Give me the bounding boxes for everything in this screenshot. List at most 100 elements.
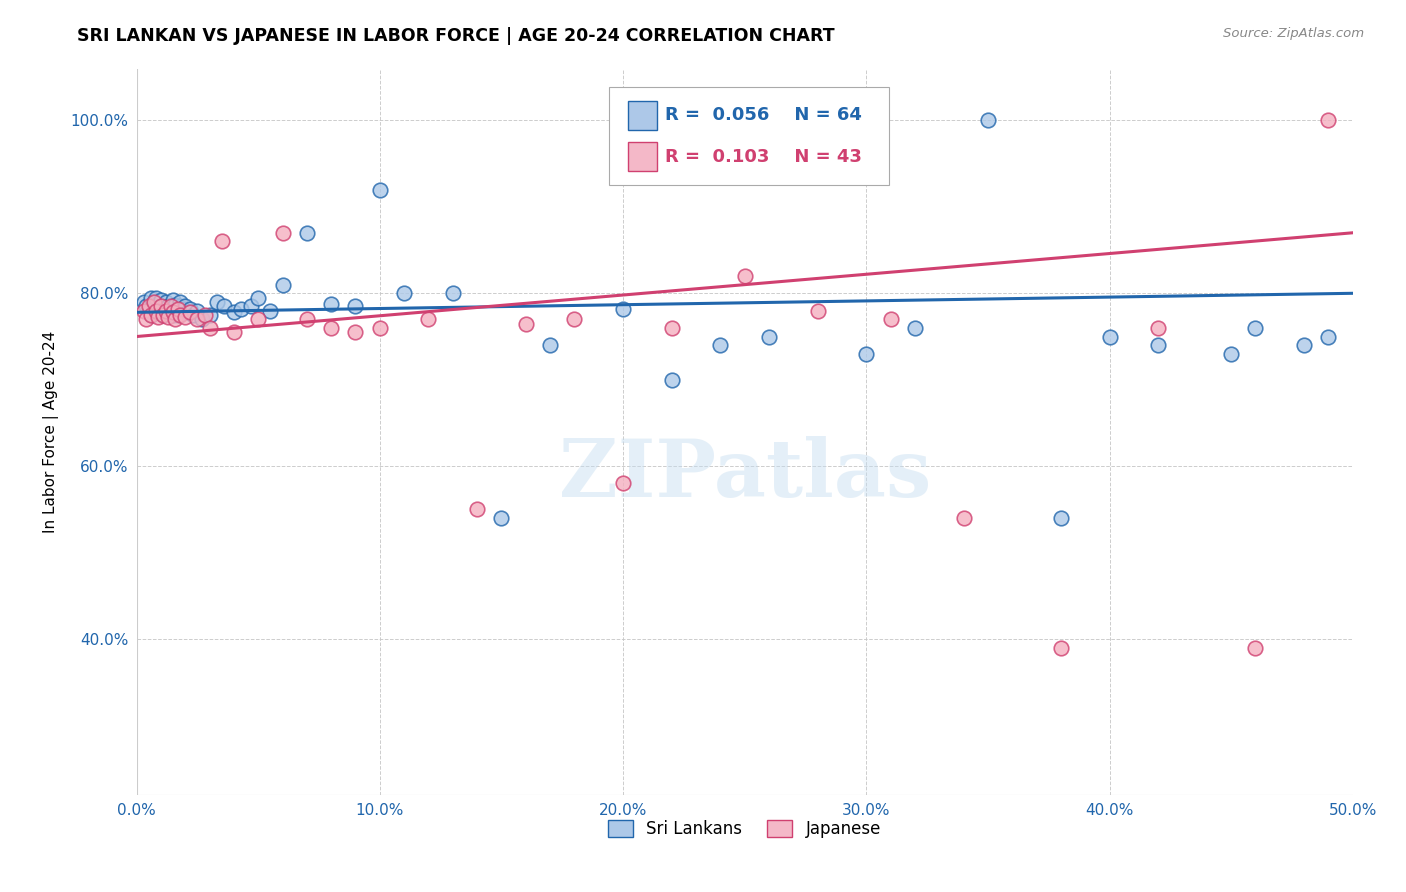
Point (169, 308, 191, 322)
Point (295, 312, 318, 326)
Point (135, 299, 157, 313)
Point (145, 291, 167, 305)
Point (179, 301, 201, 316)
Point (661, 321, 683, 335)
Point (148, 301, 170, 315)
Point (709, 338, 731, 352)
Point (142, 294, 165, 309)
Point (155, 294, 177, 309)
Point (441, 286, 464, 301)
Point (155, 303, 177, 318)
Point (321, 296, 343, 310)
Point (162, 308, 184, 322)
Point (174, 299, 197, 313)
Point (465, 502, 488, 516)
Point (149, 293, 172, 308)
Point (1294, 338, 1316, 352)
Point (186, 312, 208, 326)
Point (149, 299, 172, 313)
Point (141, 291, 163, 305)
Point (1050, 640, 1073, 655)
Point (392, 286, 415, 301)
Point (491, 511, 513, 525)
Point (152, 308, 174, 322)
Point (176, 305, 198, 319)
Point (181, 308, 204, 322)
Point (1147, 338, 1170, 352)
Text: ZIPatlas: ZIPatlas (558, 436, 931, 514)
Point (807, 303, 830, 318)
Point (612, 476, 634, 491)
Point (368, 321, 391, 335)
Point (231, 301, 253, 316)
Point (142, 294, 165, 309)
Point (186, 303, 208, 318)
Point (1050, 511, 1073, 525)
Point (179, 305, 201, 319)
Point (977, 113, 1000, 128)
Point (564, 312, 586, 326)
Text: R =  0.056    N = 64: R = 0.056 N = 64 (665, 106, 862, 124)
Point (295, 226, 318, 240)
Point (211, 235, 233, 249)
Point (198, 308, 221, 322)
Point (1317, 329, 1340, 343)
Point (1220, 347, 1243, 361)
Point (194, 308, 217, 322)
Point (157, 310, 180, 324)
Point (165, 303, 187, 318)
Point (138, 299, 160, 313)
Point (952, 511, 974, 525)
Point (155, 301, 177, 315)
Point (879, 312, 901, 326)
Point (734, 268, 756, 283)
Point (368, 183, 391, 197)
Point (198, 321, 221, 335)
Point (138, 303, 160, 318)
Point (1317, 113, 1340, 128)
Point (259, 303, 281, 318)
Point (247, 312, 270, 326)
Point (661, 373, 683, 387)
Point (165, 297, 187, 311)
Point (145, 296, 167, 310)
Point (239, 299, 262, 313)
Point (855, 347, 877, 361)
Point (165, 312, 187, 326)
Point (159, 305, 181, 319)
Point (758, 329, 780, 343)
Point (222, 305, 245, 319)
Point (418, 312, 440, 326)
Point (145, 303, 167, 318)
Point (135, 312, 157, 326)
Point (152, 308, 174, 322)
Point (247, 291, 270, 305)
Point (132, 294, 155, 309)
Point (167, 308, 190, 322)
Point (612, 301, 634, 316)
Point (174, 310, 197, 325)
Point (807, 113, 830, 128)
Point (169, 299, 191, 313)
Point (191, 312, 214, 326)
Point (132, 303, 155, 318)
Legend: Sri Lankans, Japanese: Sri Lankans, Japanese (602, 813, 887, 845)
Point (142, 301, 165, 316)
Point (1244, 640, 1267, 655)
Point (148, 310, 170, 325)
Point (271, 226, 294, 240)
Point (344, 325, 367, 339)
Point (344, 299, 367, 313)
Point (167, 301, 190, 316)
Point (157, 299, 180, 313)
Y-axis label: In Labor Force | Age 20-24: In Labor Force | Age 20-24 (44, 331, 59, 533)
Point (148, 305, 170, 319)
Point (141, 308, 163, 322)
Point (222, 325, 245, 339)
Point (149, 299, 172, 313)
Text: R =  0.103    N = 43: R = 0.103 N = 43 (665, 148, 862, 166)
Point (212, 299, 235, 313)
Point (205, 294, 228, 309)
Point (172, 301, 194, 316)
Point (162, 305, 184, 319)
